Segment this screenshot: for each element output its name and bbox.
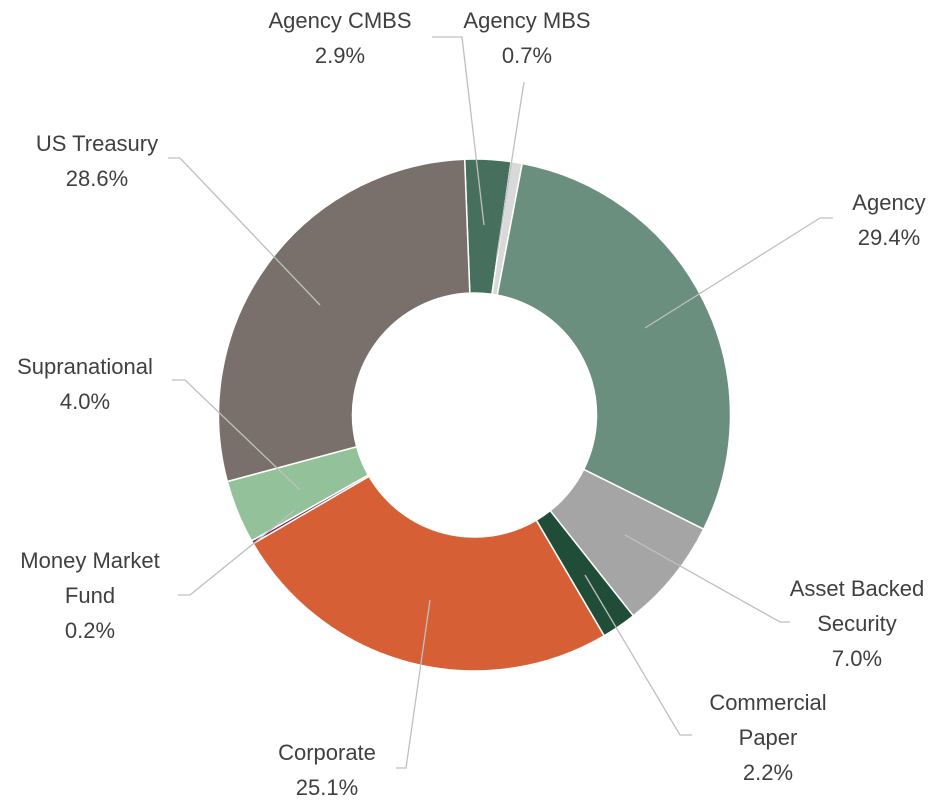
category-label: Money Market Fund	[20, 548, 160, 608]
leader-line	[584, 574, 692, 736]
category-label: Supranational	[17, 354, 153, 379]
category-label: US Treasury	[35, 131, 159, 156]
value-label: 2.2%	[742, 760, 794, 785]
category-label: Asset Backed Security	[789, 576, 925, 636]
value-label: 7.0%	[831, 646, 883, 671]
data-label: Supranational 4.0%	[0, 349, 170, 419]
leader-line	[496, 81, 525, 256]
data-label: Corporate 25.1%	[257, 735, 397, 805]
value-label: 0.7%	[501, 43, 553, 68]
leader-line	[168, 157, 321, 306]
donut-slice	[217, 158, 471, 483]
leader-line	[644, 217, 833, 329]
value-label: 4.0%	[59, 389, 111, 414]
value-label: 0.2%	[64, 618, 116, 643]
data-label: Agency 29.4%	[829, 185, 949, 255]
leader-line	[172, 379, 301, 491]
data-label: Commercial Paper 2.2%	[693, 685, 843, 790]
value-label: 28.6%	[65, 166, 129, 191]
data-label: US Treasury 28.6%	[12, 126, 182, 196]
leader-line	[396, 599, 431, 769]
value-label: 29.4%	[857, 225, 921, 250]
value-label: 25.1%	[295, 775, 359, 800]
category-label: Commercial Paper	[709, 690, 827, 750]
data-label: Asset Backed Security 7.0%	[782, 571, 932, 676]
category-label: Agency CMBS	[268, 8, 412, 33]
donut-slice	[496, 162, 732, 531]
data-label: Agency CMBS 2.9%	[260, 3, 420, 73]
leader-line	[178, 509, 296, 596]
category-label: Corporate	[278, 740, 376, 765]
leader-line	[624, 534, 790, 623]
donut-slice	[252, 475, 606, 672]
leader-line	[432, 36, 485, 226]
value-label: 2.9%	[314, 43, 366, 68]
data-label: Money Market Fund 0.2%	[0, 543, 180, 648]
data-label: Agency MBS 0.7%	[447, 3, 607, 73]
category-label: Agency MBS	[463, 8, 591, 33]
category-label: Agency	[852, 190, 926, 215]
